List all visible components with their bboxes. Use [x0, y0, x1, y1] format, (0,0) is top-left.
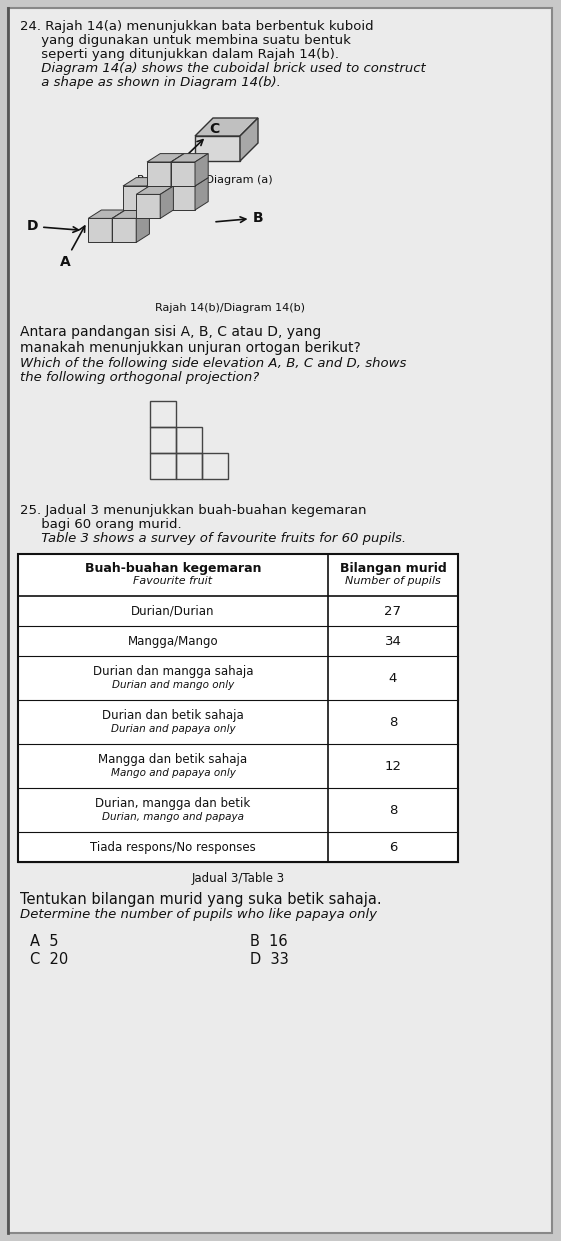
Bar: [176, 427, 202, 453]
Text: Favourite fruit: Favourite fruit: [134, 576, 213, 587]
Polygon shape: [112, 218, 136, 242]
Bar: [176, 453, 202, 479]
Text: 25. Jadual 3 menunjukkan buah-buahan kegemaran: 25. Jadual 3 menunjukkan buah-buahan keg…: [20, 504, 366, 517]
Polygon shape: [136, 195, 160, 218]
Text: Durian dan mangga sahaja: Durian dan mangga sahaja: [93, 665, 253, 678]
Polygon shape: [240, 118, 258, 161]
Polygon shape: [171, 163, 195, 186]
Text: Mango and papaya only: Mango and papaya only: [111, 768, 236, 778]
Text: 12: 12: [384, 759, 402, 773]
Polygon shape: [147, 210, 171, 235]
Polygon shape: [123, 201, 136, 235]
Polygon shape: [160, 186, 173, 218]
Polygon shape: [99, 201, 136, 210]
Text: Buah-buahan kegemaran: Buah-buahan kegemaran: [85, 562, 261, 576]
Polygon shape: [171, 186, 195, 210]
Bar: [150, 401, 176, 427]
Polygon shape: [171, 154, 208, 163]
Text: manakah menunjukkan unjuran ortogan berikut?: manakah menunjukkan unjuran ortogan beri…: [20, 341, 361, 355]
Text: Which of the following side elevation A, B, C and D, shows: Which of the following side elevation A,…: [20, 357, 406, 370]
Text: the following orthogonal projection?: the following orthogonal projection?: [20, 371, 259, 385]
Polygon shape: [171, 177, 184, 210]
Text: Durian, mango and papaya: Durian, mango and papaya: [102, 813, 244, 823]
Text: B  16: B 16: [250, 934, 288, 949]
Polygon shape: [171, 210, 195, 235]
Text: Tiada respons/No responses: Tiada respons/No responses: [90, 841, 256, 854]
Text: Mangga/Mango: Mangga/Mango: [128, 635, 218, 648]
Polygon shape: [88, 210, 126, 218]
Polygon shape: [171, 201, 208, 210]
Text: Mangga dan betik sahaja: Mangga dan betik sahaja: [98, 753, 247, 766]
Text: Number of pupils: Number of pupils: [345, 576, 441, 587]
Text: Tentukan bilangan murid yang suka betik sahaja.: Tentukan bilangan murid yang suka betik …: [20, 892, 381, 907]
Polygon shape: [171, 177, 208, 186]
Polygon shape: [136, 210, 149, 242]
Text: Jadual 3/Table 3: Jadual 3/Table 3: [191, 872, 284, 885]
Bar: [202, 453, 228, 479]
Polygon shape: [123, 210, 147, 235]
Text: C  20: C 20: [30, 952, 68, 968]
Polygon shape: [147, 177, 184, 186]
Polygon shape: [195, 137, 240, 161]
Text: Rajah 14(a)/Diagram (a): Rajah 14(a)/Diagram (a): [137, 175, 273, 185]
Text: D: D: [27, 220, 79, 233]
Polygon shape: [195, 177, 208, 210]
Text: bagi 60 orang murid.: bagi 60 orang murid.: [20, 519, 182, 531]
Polygon shape: [147, 154, 184, 163]
Polygon shape: [88, 218, 112, 242]
Text: C: C: [186, 122, 219, 156]
Polygon shape: [195, 118, 258, 137]
Text: A  5: A 5: [30, 934, 58, 949]
Text: 24. Rajah 14(a) menunjukkan bata berbentuk kuboid: 24. Rajah 14(a) menunjukkan bata berbent…: [20, 20, 374, 34]
Text: 34: 34: [384, 635, 402, 648]
Text: yang digunakan untuk membina suatu bentuk: yang digunakan untuk membina suatu bentu…: [20, 34, 351, 47]
Polygon shape: [123, 186, 147, 210]
Text: Rajah 14(b)/Diagram 14(b): Rajah 14(b)/Diagram 14(b): [155, 303, 305, 314]
Polygon shape: [99, 201, 112, 235]
Text: A: A: [59, 226, 85, 269]
Polygon shape: [195, 201, 208, 235]
Polygon shape: [171, 154, 184, 186]
Polygon shape: [147, 186, 171, 210]
Text: 8: 8: [389, 716, 397, 728]
Bar: [150, 427, 176, 453]
Polygon shape: [147, 201, 184, 210]
Polygon shape: [112, 210, 149, 218]
Bar: [18, 555, 458, 862]
Polygon shape: [171, 201, 184, 235]
Polygon shape: [75, 201, 112, 210]
Text: Diagram 14(a) shows the cuboidal brick used to construct: Diagram 14(a) shows the cuboidal brick u…: [20, 62, 426, 74]
Text: 6: 6: [389, 841, 397, 854]
Text: Antara pandangan sisi A, B, C atau D, yang: Antara pandangan sisi A, B, C atau D, ya…: [20, 325, 321, 339]
Text: D  33: D 33: [250, 952, 289, 968]
Polygon shape: [136, 186, 173, 195]
Polygon shape: [123, 201, 160, 210]
Text: Table 3 shows a survey of favourite fruits for 60 pupils.: Table 3 shows a survey of favourite frui…: [20, 532, 406, 545]
Polygon shape: [195, 154, 208, 186]
Text: Durian and mango only: Durian and mango only: [112, 680, 234, 690]
Text: Durian/Durian: Durian/Durian: [131, 604, 215, 618]
Polygon shape: [147, 163, 171, 186]
Text: 8: 8: [389, 804, 397, 817]
Text: 27: 27: [384, 604, 402, 618]
Text: 4: 4: [389, 671, 397, 685]
Text: Durian dan betik sahaja: Durian dan betik sahaja: [102, 709, 244, 722]
Bar: [150, 453, 176, 479]
Polygon shape: [75, 210, 99, 235]
Text: seperti yang ditunjukkan dalam Rajah 14(b).: seperti yang ditunjukkan dalam Rajah 14(…: [20, 48, 339, 61]
Text: Durian, mangga dan betik: Durian, mangga dan betik: [95, 797, 251, 810]
Text: Determine the number of pupils who like papaya only: Determine the number of pupils who like …: [20, 908, 377, 921]
Polygon shape: [99, 210, 123, 235]
Text: Durian and papaya only: Durian and papaya only: [111, 725, 235, 735]
Text: B: B: [216, 211, 264, 225]
Polygon shape: [112, 210, 126, 242]
Polygon shape: [147, 177, 160, 210]
Polygon shape: [147, 201, 160, 235]
Polygon shape: [123, 177, 160, 186]
Text: Bilangan murid: Bilangan murid: [339, 562, 447, 576]
Text: a shape as shown in Diagram 14(b).: a shape as shown in Diagram 14(b).: [20, 76, 281, 89]
